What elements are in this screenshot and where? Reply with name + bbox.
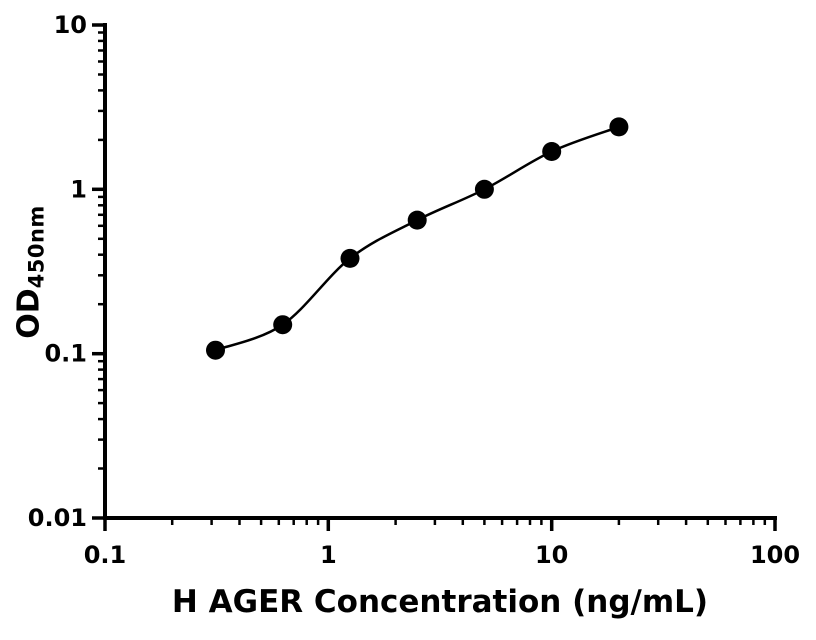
x-axis: 0.1 1 10 100	[84, 518, 800, 569]
x-tick-label: 100	[750, 541, 800, 569]
y-axis-label: OD450nm	[12, 205, 49, 339]
x-tick-label: 1	[320, 541, 337, 569]
axes-frame	[103, 23, 777, 520]
x-tick-label: 10	[535, 541, 568, 569]
y-axis-label-main: OD	[11, 288, 47, 339]
y-tick-label: 1	[70, 175, 87, 203]
x-axis-label: H AGER Concentration (ng/mL)	[171, 584, 709, 620]
data-point	[273, 315, 293, 335]
y-axis-label-subscript: 450nm	[24, 205, 49, 289]
data-point	[542, 142, 562, 161]
y-tick-label: 0.1	[44, 340, 87, 368]
data-point	[206, 340, 225, 360]
y-tick-label: 10	[54, 11, 87, 39]
y-tick-label: 0.01	[28, 504, 87, 532]
data-point	[407, 210, 427, 230]
fit-curve	[215, 125, 620, 352]
data-point	[340, 248, 360, 268]
data-series	[206, 117, 629, 360]
x-tick-label: 0.1	[84, 541, 127, 569]
data-point	[609, 117, 629, 137]
data-point	[474, 179, 494, 199]
y-axis: 0.01 0.1 1 10	[28, 11, 105, 532]
